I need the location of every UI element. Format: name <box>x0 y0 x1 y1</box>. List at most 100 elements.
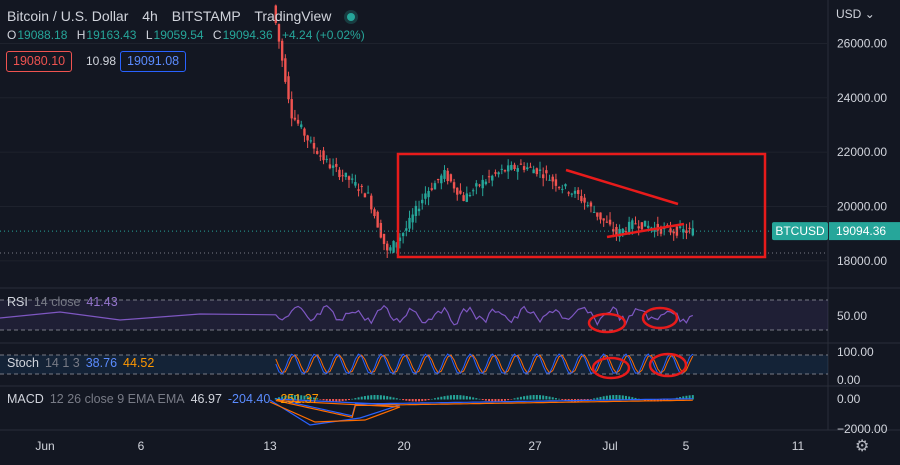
candle <box>405 220 408 237</box>
macd-histogram-bar <box>609 395 612 400</box>
macd-histogram-bar <box>408 399 411 402</box>
macd-histogram-bar <box>650 399 653 402</box>
candle-body <box>640 222 644 230</box>
macd-histogram-bar <box>421 399 424 402</box>
candle <box>344 172 348 180</box>
candle <box>366 185 370 194</box>
candle-body <box>328 164 332 169</box>
macd-histogram-bar <box>395 398 398 400</box>
macd-histogram-bar <box>418 399 421 402</box>
candle <box>592 205 596 213</box>
candle <box>471 188 475 196</box>
candle <box>618 224 621 242</box>
candle-body <box>277 24 281 42</box>
candle <box>341 169 344 182</box>
candle-body <box>624 231 628 233</box>
candle <box>408 210 411 233</box>
macd-histogram-bar <box>424 399 427 401</box>
rsi-value: 41.43 <box>86 295 118 309</box>
buy-button[interactable]: 19091.08 <box>120 51 187 72</box>
currency-selector[interactable]: USD ⌄ <box>836 7 875 21</box>
candle-body <box>631 220 634 229</box>
candle <box>640 222 644 231</box>
rsi-legend[interactable]: RSI 14 close 41.43 <box>7 295 118 309</box>
signal-line <box>269 399 693 423</box>
price-tick-label: 24000.00 <box>837 91 887 105</box>
candle <box>287 71 290 104</box>
candle-body <box>452 182 456 189</box>
symbol-header[interactable]: Bitcoin / U.S. Dollar 4h BITSTAMP Tradin… <box>7 8 365 24</box>
macd-histogram-bar <box>297 395 300 400</box>
macd-histogram-bar <box>465 396 468 400</box>
candle-body <box>427 190 430 198</box>
close-value: 19094.36 <box>222 28 273 42</box>
macd-histogram-bar <box>602 396 605 400</box>
macd-legend[interactable]: MACD 12 26 close 9 EMA EMA 46.97 -204.40 -25… <box>7 392 319 406</box>
candle-body <box>401 233 405 237</box>
candle-body <box>376 211 379 228</box>
candle <box>328 158 332 170</box>
macd-histogram-bar <box>548 396 551 400</box>
candle <box>691 220 695 237</box>
candle-body <box>497 172 500 175</box>
candle <box>586 201 589 208</box>
candle-body <box>335 163 338 167</box>
macd-histogram-bar <box>561 399 564 400</box>
candle <box>290 91 293 127</box>
sell-button[interactable]: 19080.10 <box>6 51 73 72</box>
macd-histogram-bar <box>379 395 382 400</box>
stoch-params: 14 1 3 <box>44 356 80 370</box>
candle-body <box>481 179 484 189</box>
candle <box>452 178 456 193</box>
stoch-legend[interactable]: Stoch 14 1 3 38.76 44.52 <box>7 356 154 370</box>
candle-body <box>303 128 306 136</box>
gear-icon[interactable]: ⚙ <box>855 438 870 455</box>
candle <box>401 232 405 244</box>
candle <box>503 169 507 173</box>
candle-body <box>363 193 367 198</box>
macd-histogram-bar <box>290 395 293 400</box>
macd-histogram-bar <box>663 399 666 401</box>
candle <box>386 240 389 258</box>
macd-histogram-bar <box>631 397 634 400</box>
macd-line <box>269 398 693 426</box>
candle-body <box>602 218 605 221</box>
candle <box>522 162 526 173</box>
candle-body <box>586 205 589 207</box>
macd-histogram-bar <box>682 396 685 400</box>
macd-histogram-bar <box>446 395 449 400</box>
macd-histogram-bar <box>519 396 522 400</box>
candle-body <box>605 221 609 223</box>
candle <box>516 165 519 180</box>
candle-body <box>570 193 574 195</box>
macd-histogram-bar <box>402 399 405 401</box>
macd-histogram-bar <box>437 397 440 400</box>
macd-histogram-bar <box>430 398 433 400</box>
candle-body <box>557 187 561 189</box>
macd-histogram-bar <box>414 399 417 402</box>
candle <box>303 127 306 142</box>
candle-body <box>338 169 341 178</box>
macd-histogram-bar <box>513 398 516 400</box>
interval-label[interactable]: 4h <box>142 8 158 24</box>
macd-histogram-bar <box>306 396 309 400</box>
candle-body <box>382 233 386 244</box>
time-tick-label: 20 <box>397 439 411 453</box>
candle-body <box>691 228 695 236</box>
candle-body <box>430 188 433 190</box>
candle <box>484 179 488 186</box>
macd-histogram-bar <box>398 398 401 400</box>
candle-body <box>589 202 593 207</box>
candle <box>497 171 500 178</box>
macd-histogram-bar <box>554 398 557 400</box>
macd-tick-label: 0.00 <box>837 392 861 406</box>
candle <box>322 146 325 165</box>
stoch-tick-label: 0.00 <box>837 373 861 387</box>
candle <box>535 167 539 177</box>
candle-body <box>682 229 685 233</box>
open-key: O <box>7 28 17 42</box>
macd-histogram-bar <box>456 395 459 400</box>
macd-histogram-bar <box>335 399 338 402</box>
macd-histogram-bar <box>363 396 366 400</box>
